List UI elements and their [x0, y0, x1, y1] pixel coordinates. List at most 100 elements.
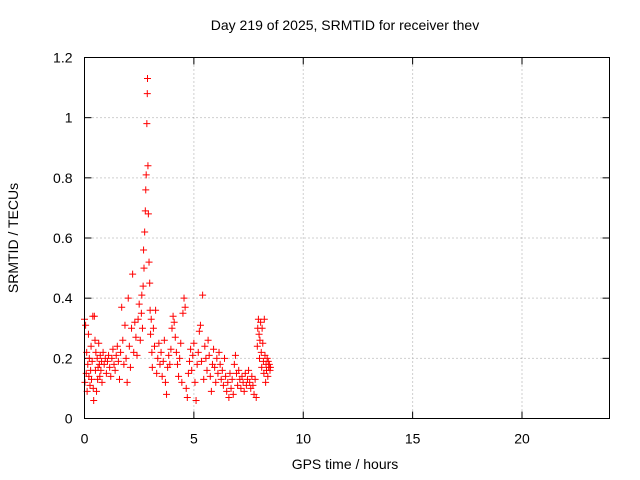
data-point: [201, 342, 209, 350]
data-point: [188, 366, 196, 374]
data-point: [234, 381, 242, 389]
data-point: [175, 372, 183, 380]
data-point: [260, 315, 268, 323]
data-point: [217, 375, 225, 383]
grid-lines: [84, 57, 610, 419]
data-point: [240, 387, 248, 395]
data-point: [89, 384, 97, 392]
data-point: [235, 366, 243, 374]
data-point: [95, 339, 103, 347]
data-point: [120, 360, 128, 368]
data-point: [183, 393, 191, 401]
data-point: [231, 351, 239, 359]
data-point: [239, 378, 247, 386]
data-point: [152, 306, 160, 314]
data-point: [224, 378, 232, 386]
data-point: [203, 366, 211, 374]
data-point: [186, 357, 193, 365]
data-point: [168, 324, 176, 332]
data-point: [160, 336, 168, 344]
data-point: [251, 375, 259, 383]
data-point: [221, 354, 228, 362]
data-point: [195, 327, 203, 335]
data-point: [145, 258, 153, 266]
data-point: [249, 381, 257, 389]
data-point: [256, 354, 263, 362]
data-point: [252, 393, 260, 401]
plot-frame: [84, 57, 610, 419]
data-point: [147, 315, 155, 323]
data-point: [128, 324, 136, 332]
data-point: [187, 345, 195, 353]
data-point: [93, 387, 101, 395]
y-tick-label: 0.4: [53, 290, 73, 306]
data-point: [142, 171, 150, 179]
data-point: [248, 372, 256, 380]
data-point: [173, 360, 181, 368]
data-point: [242, 381, 250, 389]
data-point: [178, 378, 186, 386]
data-point: [88, 357, 96, 365]
data-point: [163, 390, 171, 398]
y-tick-label: 1.2: [53, 50, 73, 66]
data-point: [153, 369, 161, 377]
data-point: [130, 348, 138, 356]
data-point: [202, 354, 210, 362]
data-point: [245, 366, 253, 374]
data-point: [107, 372, 115, 380]
data-point: [106, 363, 114, 371]
data-point: [167, 345, 175, 353]
data-point: [213, 354, 221, 362]
data-point: [157, 348, 165, 356]
data-point: [189, 351, 197, 359]
data-point: [142, 186, 150, 194]
data-point: [131, 318, 139, 326]
data-point: [230, 360, 238, 368]
data-point: [140, 246, 148, 254]
data-point: [149, 324, 157, 332]
x-tick-label: 15: [405, 431, 421, 447]
data-point: [211, 363, 219, 371]
data-point: [246, 378, 254, 386]
data-point: [110, 360, 118, 368]
data-point: [266, 363, 274, 371]
data-point: [136, 336, 144, 344]
data-point: [218, 366, 226, 374]
data-point: [151, 342, 158, 350]
data-point: [103, 357, 111, 365]
data-point: [177, 339, 185, 347]
data-point: [118, 303, 126, 311]
data-point: [253, 342, 261, 350]
data-point: [84, 330, 92, 338]
x-axis-label: GPS time / hours: [291, 456, 399, 472]
data-point: [226, 369, 234, 377]
y-tick-label: 0.2: [53, 350, 73, 366]
data-point: [259, 339, 267, 347]
data-point: [144, 162, 152, 170]
data-point: [229, 390, 237, 398]
data-point: [99, 348, 107, 356]
data-point: [184, 369, 192, 377]
data-point: [94, 363, 102, 371]
data-point: [180, 294, 188, 302]
data-point: [172, 348, 180, 356]
data-point: [199, 291, 207, 299]
chart-title: Day 219 of 2025, SRMTID for receiver the…: [210, 17, 480, 33]
data-point: [171, 333, 179, 341]
data-point: [169, 312, 177, 320]
data-point: [109, 345, 117, 353]
data-point: [82, 321, 90, 329]
x-tick-label: 20: [514, 431, 530, 447]
data-point: [238, 372, 246, 380]
data-point: [262, 378, 270, 386]
data-point: [88, 375, 95, 383]
y-tick-label: 1: [65, 110, 73, 126]
data-point: [225, 393, 233, 401]
y-tick-label: 0: [65, 411, 73, 427]
x-tick-label: 0: [81, 431, 89, 447]
data-point: [170, 318, 178, 326]
axis-ticks: 0 0.2 0.4 0.6 0.8 1 1.2 0 5 10 15 20: [53, 50, 610, 447]
data-point: [144, 210, 152, 218]
data-point: [237, 384, 245, 392]
data-point: [138, 291, 146, 299]
